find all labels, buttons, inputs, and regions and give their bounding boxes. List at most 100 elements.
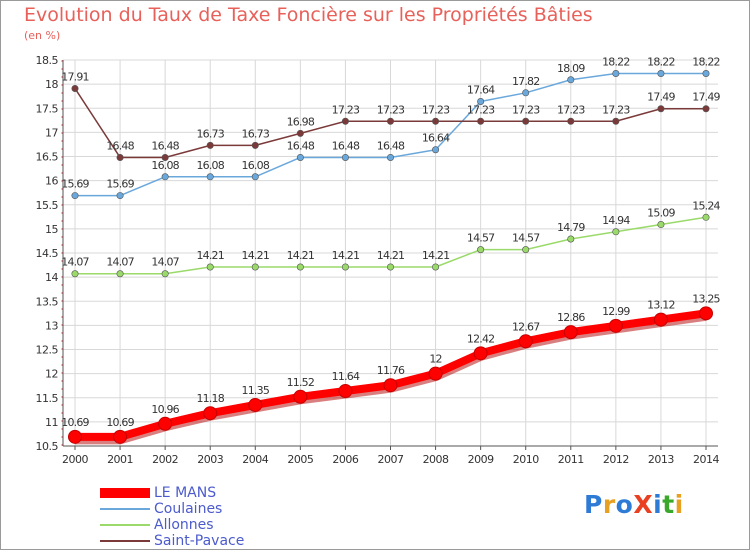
series-point [161, 173, 169, 181]
series-point [612, 70, 620, 78]
x-tick-label: 2011 [558, 453, 584, 466]
data-label: 18.22 [602, 56, 630, 69]
data-label: 12.67 [512, 320, 540, 333]
legend-swatch [100, 508, 150, 510]
chart-unit-label: (en %) [24, 29, 61, 42]
y-tick-label: 12 [45, 368, 58, 381]
legend-item: Saint-Pavace [100, 533, 244, 549]
x-tick-label: 2007 [378, 453, 404, 466]
series-point [68, 429, 82, 444]
data-label: 14.07 [151, 256, 179, 269]
series-point [699, 306, 713, 321]
y-tick-label: 13.5 [36, 295, 59, 308]
x-tick-label: 2002 [152, 453, 178, 466]
x-tick-label: 2000 [62, 453, 88, 466]
series-point [113, 429, 128, 444]
x-tick-label: 2014 [693, 453, 719, 466]
series-point [206, 173, 214, 181]
data-label: 16.48 [151, 139, 179, 152]
series-point [203, 406, 218, 421]
data-label: 17.82 [512, 75, 540, 88]
series-point [116, 192, 124, 200]
data-label: 17.23 [332, 103, 360, 116]
series-point [432, 146, 440, 154]
data-label: 14.07 [61, 256, 89, 269]
data-label: 16.08 [242, 159, 270, 172]
data-label: 14.21 [196, 249, 224, 262]
series-point [71, 84, 79, 92]
y-tick-label: 15 [45, 223, 58, 236]
x-tick-label: 2010 [513, 453, 539, 466]
data-label: 18.22 [692, 56, 720, 69]
x-tick-label: 2012 [603, 453, 629, 466]
data-label: 14.21 [242, 249, 270, 262]
series-point [567, 117, 575, 125]
data-label: 17.23 [467, 103, 495, 116]
x-tick-label: 2009 [468, 453, 494, 466]
data-label: 14.21 [332, 249, 360, 262]
series-point [477, 246, 485, 254]
legend-label: Saint-Pavace [154, 533, 245, 549]
data-label: 16.48 [332, 139, 360, 152]
data-label: 16.98 [287, 115, 315, 128]
data-label: 12.86 [557, 311, 585, 324]
series-point [383, 378, 398, 393]
legend-label: Allonnes [154, 517, 214, 533]
x-tick-label: 2008 [423, 453, 449, 466]
series-point [161, 270, 169, 278]
data-label: 14.57 [512, 232, 540, 245]
x-tick-label: 2001 [107, 453, 133, 466]
data-label: 17.64 [467, 83, 495, 96]
data-label: 11.76 [377, 364, 405, 377]
data-label: 12 [429, 353, 441, 366]
data-label: 11.18 [196, 392, 224, 405]
data-label: 17.91 [61, 70, 89, 83]
data-label: 16.08 [151, 159, 179, 172]
series-point [653, 312, 668, 327]
series-point [432, 263, 440, 271]
series-point [206, 263, 214, 271]
data-label: 15.24 [692, 199, 720, 212]
series-point [657, 221, 665, 229]
series-point [563, 325, 578, 340]
data-label: 14.21 [377, 249, 405, 262]
data-label: 18.09 [557, 62, 585, 75]
data-label: 18.22 [647, 56, 675, 69]
data-label: 16.48 [106, 139, 134, 152]
data-label: 16.08 [196, 159, 224, 172]
legend-swatch [100, 540, 150, 542]
series-point [248, 397, 263, 412]
y-tick-label: 14.5 [36, 247, 59, 260]
x-tick-label: 2005 [287, 453, 313, 466]
data-label: 11.64 [332, 370, 360, 383]
y-tick-label: 15.5 [36, 199, 59, 212]
data-label: 17.23 [512, 103, 540, 116]
data-label: 10.69 [61, 416, 89, 429]
x-tick-label: 2003 [197, 453, 223, 466]
series-point [206, 141, 214, 149]
x-tick-label: 2004 [242, 453, 268, 466]
x-tick-label: 2006 [332, 453, 358, 466]
data-label: 17.49 [647, 91, 675, 104]
series-point [341, 153, 349, 161]
series-point [657, 105, 665, 113]
data-label: 17.23 [377, 103, 405, 116]
data-label: 14.21 [287, 249, 315, 262]
series-point [612, 117, 620, 125]
data-label: 13.25 [692, 292, 720, 305]
y-tick-label: 10.5 [36, 440, 59, 453]
legend-label: Coulaines [154, 501, 223, 517]
series-point [386, 117, 394, 125]
data-label: 10.96 [151, 403, 179, 416]
series-point [116, 270, 124, 278]
series-point [473, 346, 488, 361]
y-tick-label: 18.5 [36, 54, 59, 67]
series-point [251, 173, 259, 181]
series-point [657, 70, 665, 78]
data-label: 11.52 [287, 376, 315, 389]
series-point [432, 117, 440, 125]
y-tick-label: 12.5 [36, 344, 59, 357]
series-point [71, 270, 79, 278]
series-point [293, 389, 308, 404]
y-tick-label: 17 [45, 126, 58, 139]
